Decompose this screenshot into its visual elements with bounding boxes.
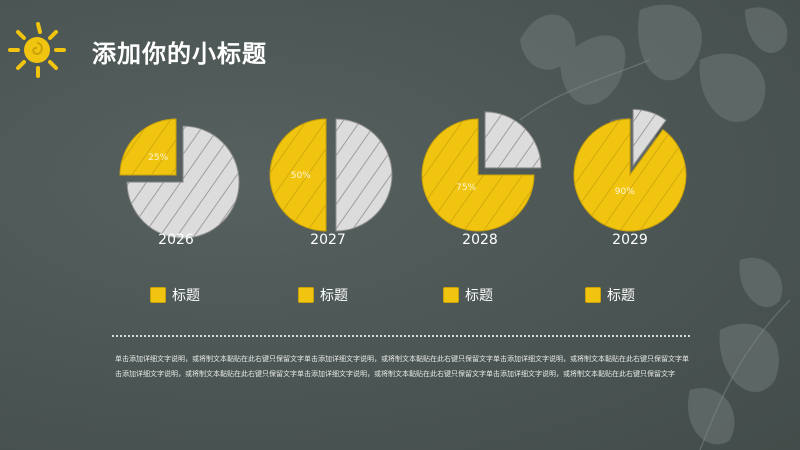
- legend-label: 标题: [465, 288, 493, 304]
- pie-chart: 75%: [421, 111, 542, 232]
- pie-slice-remaining: [126, 125, 240, 239]
- legend-swatch: [150, 287, 166, 303]
- legend-item: 标题: [298, 285, 348, 305]
- pie-slice-remaining: [484, 111, 542, 169]
- pie-slice-value: [421, 118, 535, 232]
- year-label: 2028: [462, 232, 498, 248]
- pie-chart: 50%: [269, 118, 393, 232]
- page-title: 添加你的小标题: [92, 40, 267, 68]
- pie-charts: 25% 50% 75% 90%: [119, 108, 687, 239]
- dotted-divider: [112, 335, 690, 337]
- legend-label: 标题: [320, 288, 348, 304]
- legend-label: 标题: [607, 288, 635, 304]
- pie-percent-label: 75%: [456, 183, 476, 193]
- pie-slice-value: [573, 118, 687, 232]
- body-text: 单击添加详细文字说明，或将制文本黏贴在此右键只保留文字单击添加详细文字说明，或将…: [115, 355, 689, 378]
- legend-swatch: [585, 287, 601, 303]
- pie-chart: 90%: [573, 108, 687, 232]
- pie-slice-remaining: [335, 118, 393, 232]
- legend-item: 标题: [150, 285, 200, 305]
- pie-percent-label: 90%: [615, 187, 635, 197]
- pie-slice-remaining: [632, 108, 667, 168]
- pie-percent-label: 25%: [148, 153, 168, 163]
- legend-swatch: [443, 287, 459, 303]
- legend-label: 标题: [172, 288, 200, 304]
- pie-chart: 25%: [119, 118, 240, 239]
- pie-slice-value: [269, 118, 327, 232]
- year-label: 2029: [612, 232, 648, 248]
- year-label: 2026: [158, 232, 194, 248]
- legend-item: 标题: [585, 285, 635, 305]
- legend-item: 标题: [443, 285, 493, 305]
- year-label: 2027: [310, 232, 346, 248]
- sun-icon: [8, 22, 66, 78]
- pie-slice-value: [119, 118, 177, 176]
- legend-swatch: [298, 287, 314, 303]
- pie-percent-label: 50%: [291, 171, 311, 181]
